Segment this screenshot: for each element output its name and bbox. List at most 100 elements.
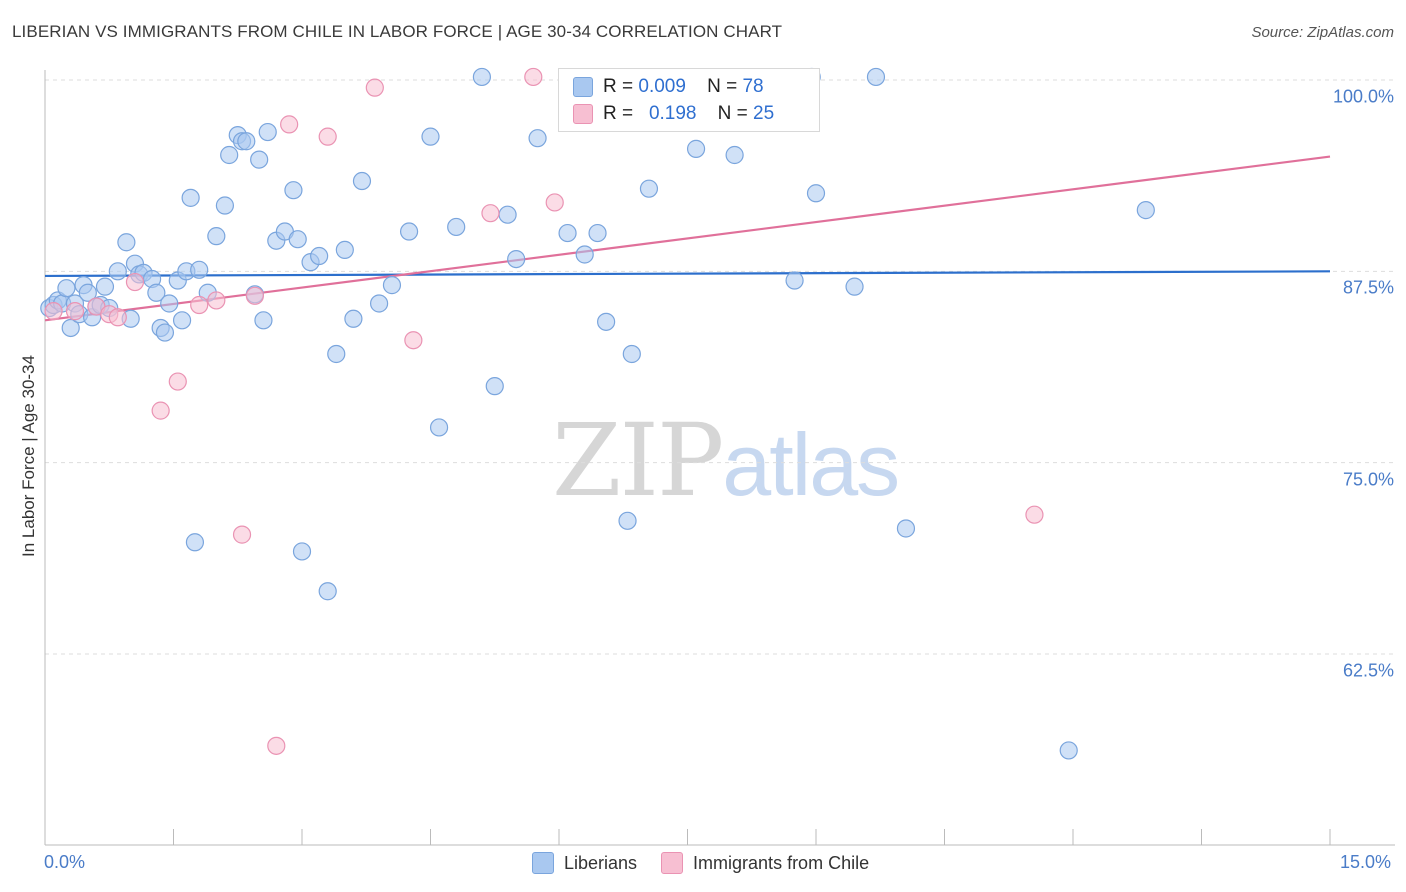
chile-point [245,286,264,305]
legend-item-liberians: Liberians [532,852,637,874]
legend-row-chile: R = 0.198 N = 25 [573,102,774,126]
watermark: ZIPatlas [552,402,900,519]
liberians-point [237,132,256,151]
chile-point [190,295,209,315]
legend-item-chile: Immigrants from Chile [661,852,869,874]
liberians-point [421,127,440,146]
liberians-point [190,260,209,279]
chile-point [524,67,543,87]
chile-point [365,78,384,97]
liberians-point [806,184,826,203]
liberians-point [185,533,205,552]
liberians-swatch [573,77,593,97]
data-points [40,67,1155,760]
trend-lines [44,155,1331,322]
liberians-point [352,171,372,191]
liberians-point [61,318,80,338]
liberians-point [78,283,97,302]
correlation-legend: R = 0.009 N = 78 R = 0.198 N = 25 [558,68,820,132]
liberians-point [335,240,354,260]
x-tick-max: 15.0% [1340,852,1392,872]
liberians-point [292,542,312,561]
legend-chile-label: Immigrants from Chile [693,852,870,873]
liberians-point [207,227,226,246]
liberians-point [725,145,744,165]
gridlines [45,79,1395,655]
liberians-point [639,179,659,198]
chile-point [65,302,85,321]
liberians-point [498,205,517,224]
chile-r-label: R = [603,103,634,124]
liberians-point [258,122,277,142]
liberians-point [597,312,616,331]
legend-liberians-label: Liberians [564,852,638,873]
liberians-point [1136,201,1155,220]
chile-point [44,302,63,321]
y-tick-label: 100.0% [1332,86,1394,107]
liberians-point [181,188,200,207]
y-tick-label: 62.5% [1342,660,1394,681]
chile-point [232,525,252,544]
liberians-point [622,344,641,364]
liberians-point [318,582,337,601]
liberians-point [528,129,547,148]
liberians-point [172,311,192,330]
source-label: Source: ZipAtlas.com [1251,24,1394,41]
y-tick-label: 87.5% [1342,277,1394,298]
liberians-point [288,230,307,249]
liberians-point [866,67,886,87]
chile-r-value: 0.198 [648,103,697,124]
chile-point [404,331,423,350]
liberians-point [558,223,577,243]
liberians-point [785,271,804,290]
liberians-point [95,277,115,296]
liberians-point [447,217,466,237]
watermark-zip: ZIP [552,402,724,519]
liberians-point [1059,741,1078,760]
chile-point [545,193,564,212]
liberians-point [429,418,449,437]
watermark-atlas: atlas [722,415,900,514]
liberians-point [155,323,175,342]
chile-point [318,127,337,146]
liberians-point [160,294,179,313]
liberians-point [147,283,166,302]
liberians-point [896,519,916,538]
chile-point [207,291,226,310]
axes [44,70,1395,846]
y-tick-label: 75.0% [1342,469,1394,490]
chile-point [108,308,127,327]
x-tick-min: 0.0% [44,852,86,872]
liberians-point [507,249,526,269]
chile-point [481,204,500,223]
chile-point [168,372,187,391]
legend-liberians-swatch [532,852,554,874]
chile-point [1025,505,1044,524]
liberians-trend-line [44,270,1331,278]
chile-swatch [573,104,593,124]
liberians-n-label: N = [707,76,738,97]
series-legend: Liberians Immigrants from Chile [532,852,893,874]
chile-n-label: N = [717,103,748,124]
chart-title: LIBERIAN VS IMMIGRANTS FROM CHILE IN LAB… [12,22,783,41]
liberians-point [108,262,127,281]
liberians-point [284,181,303,200]
liberians-point [215,196,234,215]
chile-point [151,401,170,420]
liberians-point [845,277,864,296]
liberians-point [327,344,346,364]
liberians-point [310,246,329,266]
liberians-point [588,223,607,243]
liberians-point [220,145,239,165]
chile-trend-line [44,155,1331,322]
liberians-r-label: R = [603,76,634,97]
chile-n-value: 25 [753,103,775,124]
liberians-point [618,511,637,530]
legend-chile-swatch [661,852,684,874]
liberians-r-value: 0.009 [638,76,686,97]
liberians-point [382,276,402,295]
liberians-point [485,377,504,396]
liberians-point [686,139,706,158]
liberians-point [370,294,389,313]
legend-row-liberians: R = 0.009 N = 78 [573,75,764,99]
